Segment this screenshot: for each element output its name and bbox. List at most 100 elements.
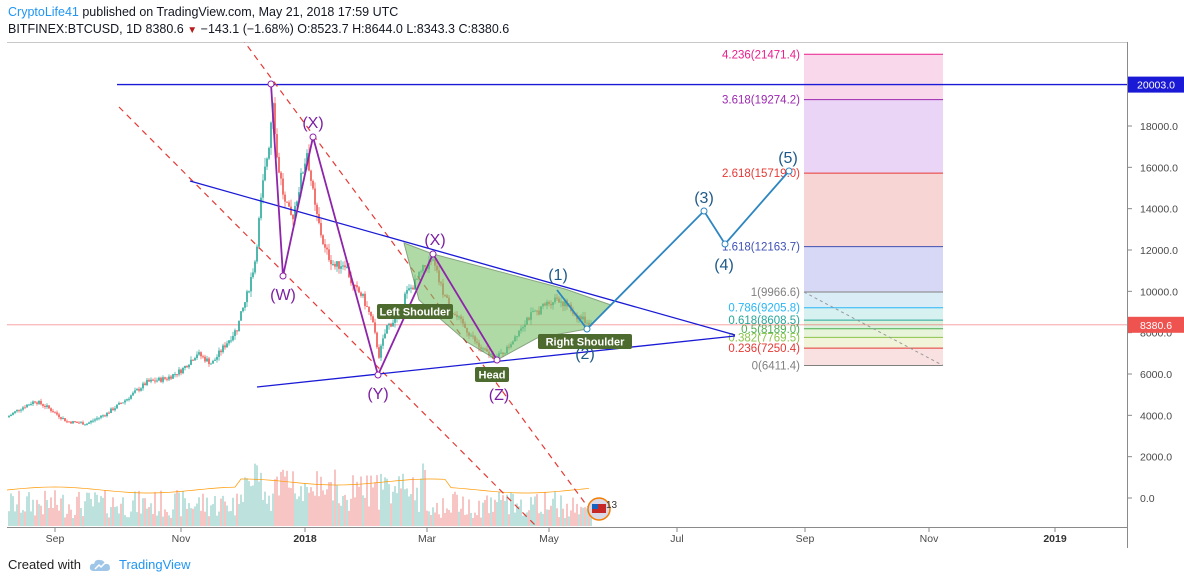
volume-bar (378, 509, 380, 526)
volume-bar (468, 499, 470, 526)
volume-bar (424, 469, 426, 526)
candle-body (278, 156, 280, 173)
volume-bar (482, 502, 484, 526)
author-link[interactable]: CryptoLife41 (8, 5, 79, 19)
volume-bar (582, 507, 584, 526)
candle-body (136, 389, 138, 391)
price-tick-label: 10000.0 (1140, 286, 1178, 298)
fib-band (804, 173, 943, 247)
candle-body (50, 408, 52, 412)
candle-body (176, 374, 178, 376)
price-axis[interactable]: 18000.016000.014000.012000.010000.08000.… (1127, 76, 1184, 505)
wave-label-w: (W) (270, 287, 296, 304)
volume-bar (550, 505, 552, 526)
candle-body (252, 272, 254, 278)
volume-bar (488, 513, 490, 526)
volume-bar (384, 477, 386, 526)
volume-bar (222, 495, 224, 526)
candle-body (388, 323, 390, 326)
symbol-name: BITFINEX:BTCUSD, 1D (8, 22, 143, 36)
volume-bar (572, 497, 574, 526)
candle-body (52, 411, 54, 413)
volume-bar (574, 512, 576, 526)
volume-bar (176, 490, 178, 526)
fib-band (804, 99, 943, 174)
volume-bar (418, 512, 420, 526)
volume-bar (398, 476, 400, 526)
time-tick-label: Jul (670, 533, 683, 545)
tradingview-brand-link[interactable]: TradingView (118, 557, 191, 572)
volume-bar (162, 516, 164, 526)
candle-body (12, 412, 14, 415)
volume-bar (170, 517, 172, 526)
candle-body (146, 379, 148, 386)
fib-level-label: 0.618(8608.5) (728, 315, 800, 327)
volume-bar (134, 491, 136, 526)
volume-bar (132, 500, 134, 526)
volume-bar (18, 490, 20, 526)
left-shoulder-label: Left Shoulder (380, 307, 452, 319)
volume-bar (44, 490, 46, 526)
candle-body (258, 218, 260, 247)
candle-body (378, 347, 380, 358)
candle-body (412, 287, 414, 290)
candle-body (232, 335, 234, 341)
volume-bar (454, 491, 456, 526)
candle-body (256, 246, 258, 262)
volume-bar (140, 513, 142, 526)
volume-bar (492, 511, 494, 526)
volume-bar (94, 492, 96, 526)
volume-bar (364, 497, 366, 526)
chart-area[interactable]: 4.236(21471.4) 3.618(19274.2) 2.618(15719.… (7, 42, 1184, 548)
volume-bar (380, 473, 382, 526)
candle-body (306, 153, 308, 164)
down-arrow-icon: ▼ (187, 25, 198, 36)
volume-bar (406, 488, 408, 526)
volume-bar (166, 511, 168, 526)
volume-bar (182, 491, 184, 526)
fib-level-label: 4.236(21471.4) (722, 49, 800, 61)
volume-bar (466, 514, 468, 526)
volume-bar (392, 491, 394, 526)
time-tick-label: Sep (796, 533, 815, 545)
volume-bar (206, 497, 208, 526)
volume-bar (456, 494, 458, 526)
volume-bar (452, 494, 454, 526)
volume-bar (388, 484, 390, 526)
candle-body (218, 350, 220, 357)
volume-bar (534, 496, 536, 526)
candle-body (92, 420, 94, 422)
time-axis[interactable]: Sep Nov 2018 Mar May Jul Sep Nov 2019 (46, 527, 1067, 545)
volume-bar (260, 472, 262, 526)
candle-body (66, 421, 68, 423)
candle-body (36, 402, 38, 404)
volume-bar (86, 492, 88, 526)
volume-bar (404, 489, 406, 526)
projection-point (700, 207, 708, 215)
volume-bar (526, 512, 528, 526)
volume-bar (568, 516, 570, 526)
volume-bar (10, 493, 12, 526)
candle-body (390, 323, 392, 327)
candle-body (174, 374, 176, 376)
volume-bar (80, 507, 82, 526)
candle-body (236, 330, 238, 332)
candle-body (372, 316, 374, 323)
volume-bar (266, 503, 268, 526)
volume-bar (248, 481, 250, 526)
drawings (117, 42, 1127, 528)
fib-level-label: 1.618(12163.7) (722, 242, 800, 254)
volume-bar (96, 494, 98, 526)
candle-body (320, 223, 322, 236)
time-tick-label: 2018 (293, 533, 317, 545)
candle-body (260, 197, 262, 219)
volume-bar (54, 490, 56, 526)
volume-bar (40, 505, 42, 526)
volume-bar (416, 487, 418, 526)
volume-bar (24, 511, 26, 526)
volume-bar (290, 488, 292, 526)
volume-bar (338, 503, 340, 526)
volume-bar (286, 470, 288, 526)
volume-bar (320, 476, 322, 526)
price-chart[interactable]: 4.236(21471.4) 3.618(19274.2) 2.618(15719.… (7, 42, 1184, 548)
